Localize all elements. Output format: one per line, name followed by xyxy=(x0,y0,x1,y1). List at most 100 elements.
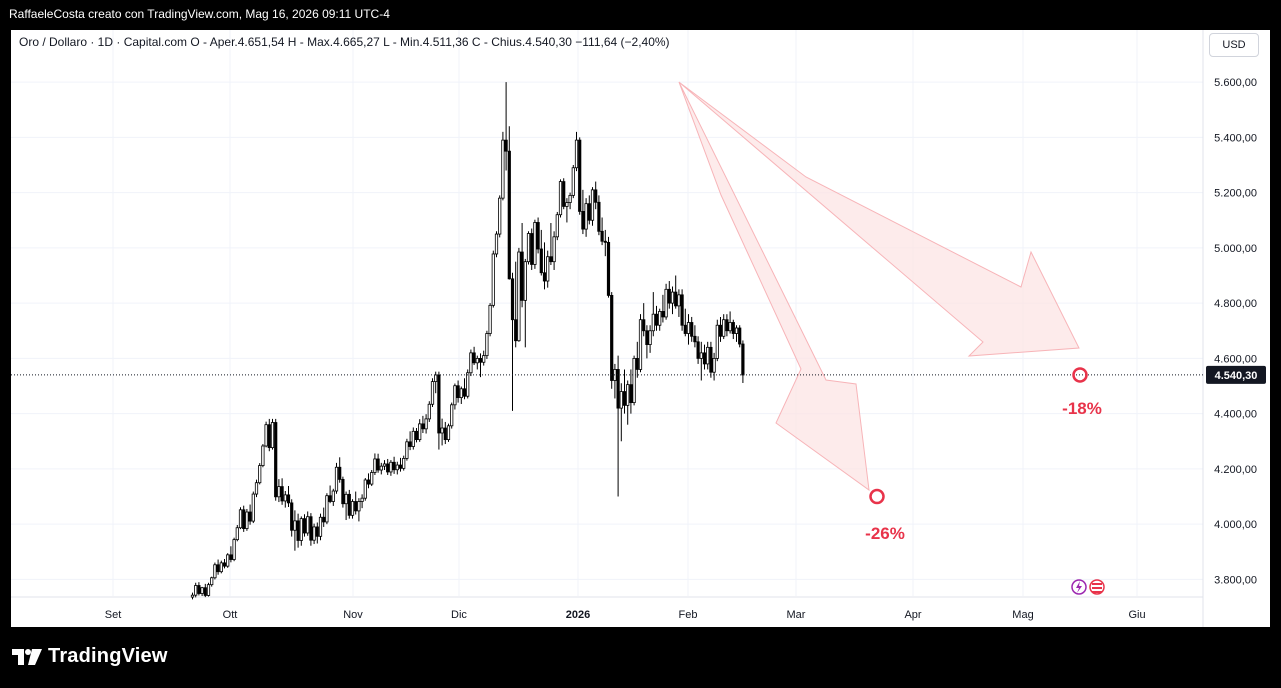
candle-body xyxy=(360,497,364,502)
candle-body xyxy=(235,527,239,541)
candle-body xyxy=(248,511,252,522)
candle-body xyxy=(520,251,524,301)
candle-body xyxy=(514,319,518,342)
chart-pane[interactable]: 3.800,00 4.000,00 4.200,00 4.400,00 4.600,00… xyxy=(11,30,1270,627)
tradingview-logo[interactable]: TradingView xyxy=(12,645,168,668)
candle-body xyxy=(190,594,195,598)
candle-body xyxy=(366,479,371,485)
candle-body xyxy=(699,352,703,359)
candle-body xyxy=(610,294,614,381)
candle-body xyxy=(277,486,281,498)
y-tick-label: 5.000,00 xyxy=(1214,243,1257,255)
candle-body xyxy=(312,526,316,541)
candle-body xyxy=(702,352,707,365)
candle-body xyxy=(526,233,531,263)
candle-body xyxy=(715,324,719,359)
y-tick-label: 4.800,00 xyxy=(1214,298,1257,310)
candle-body xyxy=(357,501,361,512)
candle-body xyxy=(274,422,278,498)
candle-body xyxy=(603,240,607,243)
candle-body xyxy=(533,222,537,265)
candle-body xyxy=(546,256,550,282)
candle-body xyxy=(338,466,342,480)
y-tick-label: 3.800,00 xyxy=(1214,574,1257,586)
candle-body xyxy=(494,233,499,255)
candle-body xyxy=(373,458,377,473)
candle-body xyxy=(562,181,566,207)
candle-body xyxy=(571,167,575,196)
y-tick-label: 4.400,00 xyxy=(1214,409,1257,421)
candle-body xyxy=(706,346,710,365)
candle-body xyxy=(456,385,460,399)
candle-body xyxy=(392,461,396,471)
candle-body xyxy=(574,139,579,169)
candle-body xyxy=(302,518,307,534)
candle-body xyxy=(194,585,198,596)
candle-body xyxy=(664,288,668,318)
candle-body xyxy=(565,202,569,207)
candle-body xyxy=(507,150,511,280)
candle-body xyxy=(322,516,326,523)
candle-body xyxy=(238,509,243,529)
candle-body xyxy=(731,322,735,334)
candle-body xyxy=(443,427,447,441)
candle-body xyxy=(229,554,233,560)
attribution-bar: RaffaeleCosta creato con TradingView.com… xyxy=(0,0,1281,30)
candle-body xyxy=(450,404,454,427)
candle-body xyxy=(254,482,259,495)
candle-body xyxy=(414,430,419,441)
candle-body xyxy=(539,248,543,274)
candle-body xyxy=(725,319,729,332)
currency-button[interactable]: USD xyxy=(1209,33,1259,57)
flag-stripe xyxy=(1092,591,1102,593)
candle-body xyxy=(341,479,345,505)
candle-body xyxy=(728,322,732,332)
candle-body xyxy=(334,466,339,492)
candle-body xyxy=(242,509,246,529)
x-tick-label: Mar xyxy=(787,609,806,621)
candle-body xyxy=(504,139,508,152)
candle-body xyxy=(386,463,390,473)
candle-body xyxy=(472,352,476,364)
candle-body xyxy=(517,251,521,342)
candlestick-chart[interactable]: 3.800,00 4.000,00 4.200,00 4.400,00 4.600,00… xyxy=(11,30,1270,627)
y-tick-label: 4.600,00 xyxy=(1214,353,1257,365)
candle-body xyxy=(344,493,348,505)
candle-body xyxy=(424,418,428,430)
candle-body xyxy=(690,322,694,337)
candle-body xyxy=(325,495,329,523)
candle-body xyxy=(402,458,406,469)
candle-body xyxy=(370,472,374,485)
candle-body xyxy=(427,403,431,420)
x-tick-label: Giu xyxy=(1128,609,1145,621)
candle-body xyxy=(469,352,473,374)
candle-body xyxy=(206,584,211,596)
candle-body xyxy=(718,324,723,337)
candle-body xyxy=(645,330,649,345)
footer xyxy=(0,627,1281,688)
candle-body xyxy=(635,357,639,370)
candle-body xyxy=(280,486,284,502)
flag-stripe xyxy=(1092,583,1102,585)
candle-body xyxy=(491,253,495,306)
candle-body xyxy=(622,391,627,406)
candle-body xyxy=(434,374,438,383)
lightning-glyph xyxy=(1076,581,1082,593)
candle-body xyxy=(674,291,678,307)
candle-body xyxy=(251,493,255,522)
candle-body xyxy=(629,384,633,403)
candle-body xyxy=(693,335,697,343)
attribution-text: RaffaeleCosta creato con TradingView.com… xyxy=(9,7,390,21)
y-tick-label: 5.200,00 xyxy=(1214,188,1257,200)
candle-body xyxy=(597,201,601,232)
candle-body xyxy=(219,562,223,573)
candle-body xyxy=(680,294,684,326)
candle-body xyxy=(222,562,227,567)
candle-body xyxy=(738,327,742,345)
candle-body xyxy=(210,577,214,586)
candle-body xyxy=(549,256,553,263)
candle-body xyxy=(683,324,687,334)
low-marker-18 xyxy=(1072,367,1088,383)
candle-body xyxy=(606,241,611,296)
y-tick-label: 5.400,00 xyxy=(1214,132,1257,144)
